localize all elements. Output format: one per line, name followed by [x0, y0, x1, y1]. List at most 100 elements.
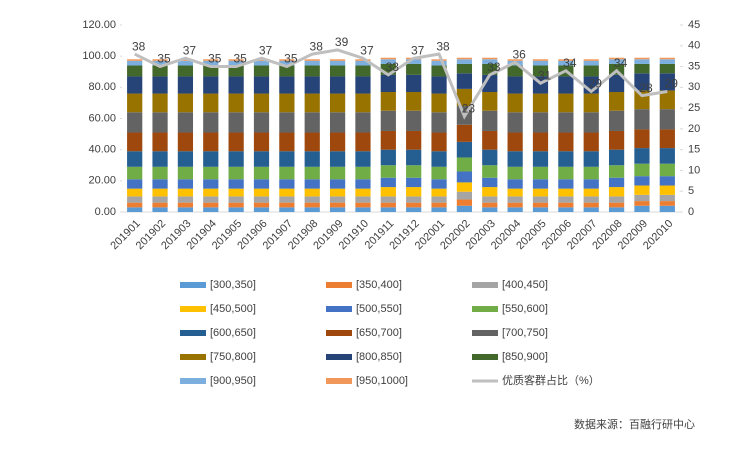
bar-segment: [329, 112, 346, 133]
bar-segment: [329, 60, 346, 66]
legend-label: [550,600]: [502, 303, 548, 315]
legend-swatch: [326, 306, 352, 312]
bar-segment: [659, 194, 675, 202]
bar-segment: [532, 151, 549, 167]
bar-segment: [304, 60, 320, 66]
bar-segment: [355, 76, 371, 94]
bar-segment: [329, 65, 346, 77]
bar-segment: [431, 166, 447, 180]
bar-segment: [507, 179, 523, 189]
bar-segment: [482, 165, 498, 178]
bar-segment: [659, 59, 675, 64]
bar-segment: [152, 166, 168, 180]
bar-segment: [355, 207, 371, 212]
bar-segment: [177, 60, 194, 66]
bar-segment: [507, 65, 523, 77]
bar-segment: [127, 112, 143, 133]
bar-segment: [634, 73, 650, 91]
bar-segment: [659, 57, 675, 60]
data-label: 23: [462, 102, 476, 116]
bar-segment: [253, 132, 270, 152]
bar-segment: [634, 57, 650, 60]
bar-segment: [177, 132, 194, 152]
bar-segment: [431, 112, 447, 133]
data-label: 37: [411, 43, 425, 57]
bar-segment: [152, 188, 168, 197]
bar-segment: [482, 57, 498, 60]
bar-segment: [406, 130, 422, 150]
bar-segment: [659, 205, 675, 212]
bar-segment: [177, 207, 194, 212]
bar-segment: [279, 179, 295, 189]
bar-segment: [127, 93, 143, 113]
data-label: 29: [589, 77, 603, 91]
bar-segment: [380, 149, 396, 166]
bar-segment: [177, 76, 194, 94]
bar-segment: [558, 151, 574, 167]
bar-segment: [456, 171, 473, 183]
bar-segment: [583, 207, 599, 212]
bar-segment: [608, 74, 625, 93]
y-tick-label: 60.00: [88, 112, 116, 124]
legend-label: [350,400]: [356, 279, 402, 291]
bar-segment: [406, 149, 422, 166]
bar-segment: [329, 59, 346, 61]
bar-segment: [380, 177, 396, 188]
data-label: 34: [614, 56, 628, 70]
bar-segment: [228, 188, 244, 197]
bar-segment: [532, 59, 549, 61]
y2-tick-label: 0: [688, 206, 694, 218]
bar-segment: [431, 65, 447, 77]
bar-segment: [152, 76, 168, 94]
bar-segment: [152, 112, 168, 133]
bar-segment: [228, 207, 244, 212]
data-label: 37: [259, 43, 273, 57]
bar-segment: [228, 151, 244, 167]
bar-segment: [634, 59, 650, 64]
legend-swatch: [472, 354, 498, 360]
data-label: 35: [284, 52, 298, 66]
bar-segment: [203, 65, 219, 77]
bar-segment: [431, 76, 447, 94]
bar-segment: [253, 60, 270, 66]
y2-tick-label: 5: [688, 185, 694, 197]
data-label: 28: [639, 81, 653, 95]
bar-segment: [608, 207, 625, 212]
legend-label: [800,850]: [356, 351, 402, 363]
bar-segment: [380, 196, 396, 203]
bar-segment: [355, 112, 371, 133]
bar-segment: [177, 93, 194, 113]
bar-segment: [253, 93, 270, 113]
bar-segment: [583, 60, 599, 66]
bar-segment: [431, 202, 447, 208]
bar-segment: [253, 76, 270, 94]
bar-segment: [406, 92, 422, 111]
bar-segment: [608, 110, 625, 131]
data-label: 33: [487, 60, 501, 74]
data-label: 35: [233, 52, 247, 66]
bar-segment: [532, 166, 549, 180]
bar-segment: [177, 202, 194, 208]
bar-segment: [634, 201, 650, 206]
y-tick-label: 0.00: [95, 206, 116, 218]
bar-segment: [558, 207, 574, 212]
data-label: 35: [208, 52, 222, 66]
bar-segment: [482, 187, 498, 197]
bar-segment: [329, 202, 346, 208]
bar-segment: [177, 196, 194, 203]
bar-segment: [608, 165, 625, 178]
bar-segment: [482, 130, 498, 150]
bar-segment: [380, 92, 396, 111]
bar-segment: [329, 93, 346, 113]
bar-segment: [203, 132, 219, 152]
y-tick-label: 40.00: [88, 144, 116, 156]
bar-segment: [482, 59, 498, 64]
bar-segment: [380, 207, 396, 212]
data-label: 36: [512, 48, 526, 62]
bar-segment: [329, 166, 346, 180]
bar-segment: [355, 132, 371, 152]
bar-segment: [380, 63, 396, 75]
bar-segment: [558, 59, 574, 61]
bar-segment: [507, 196, 523, 203]
bar-segment: [279, 202, 295, 208]
